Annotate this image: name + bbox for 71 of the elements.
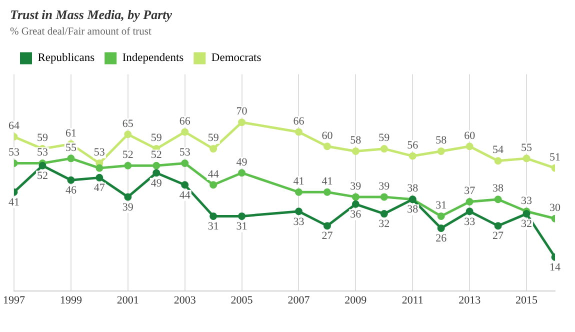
x-tick-label: 1997: [3, 294, 26, 306]
data-label: 58: [350, 134, 362, 147]
chart-subtitle: % Great deal/Fair amount of trust: [10, 26, 152, 38]
data-label: 51: [550, 151, 560, 164]
data-label: 61: [65, 127, 76, 140]
data-label: 52: [122, 149, 134, 162]
data-label: 27: [492, 230, 504, 242]
data-label: 59: [150, 132, 162, 144]
data-label: 33: [293, 216, 305, 228]
data-label: 32: [378, 218, 390, 230]
data-label: 70: [236, 106, 248, 118]
x-tick-label: 2011: [402, 294, 424, 306]
data-label: 38: [407, 182, 419, 195]
data-label: 56: [407, 139, 419, 152]
data-label: 58: [436, 134, 448, 147]
x-tick-label: 2005: [230, 294, 254, 306]
data-label: 37: [464, 185, 476, 198]
data-label: 53: [179, 146, 191, 159]
data-label: 39: [350, 180, 362, 192]
data-label: 47: [94, 182, 106, 194]
data-label: 55: [521, 142, 533, 154]
data-label: 14: [550, 261, 561, 274]
data-label: 64: [8, 120, 20, 132]
data-label: 36: [350, 208, 362, 221]
data-label: 33: [464, 216, 476, 228]
data-label: 31: [436, 200, 447, 212]
data-label: 38: [407, 204, 419, 216]
legend-label: Independents: [122, 52, 184, 64]
data-label: 33: [521, 194, 533, 207]
data-label: 26: [436, 232, 448, 245]
data-label: 60: [464, 130, 476, 142]
x-tick-label: 2001: [116, 294, 139, 306]
data-label: 41: [8, 196, 20, 209]
data-label: 66: [293, 115, 305, 128]
data-label: 46: [65, 184, 77, 196]
x-tick-label: 2003: [174, 294, 196, 306]
data-label: 53: [8, 146, 20, 159]
data-label: 59: [378, 132, 390, 144]
data-label: 55: [65, 142, 77, 154]
data-label: 27: [322, 230, 334, 242]
data-label: 54: [492, 144, 504, 156]
data-label: 30: [550, 202, 561, 214]
x-tick-label: 2015: [516, 294, 538, 306]
data-label: 49: [236, 156, 248, 168]
data-label: 41: [322, 176, 333, 188]
data-label: 41: [293, 176, 304, 188]
data-label: 60: [322, 130, 334, 142]
x-tick-label: 2013: [458, 294, 482, 306]
data-label: 65: [122, 118, 134, 130]
data-label: 59: [36, 132, 48, 144]
data-label: 31: [236, 220, 248, 233]
x-tick-label: 2007: [288, 294, 310, 306]
chart-title: Trust in Mass Media, by Party: [10, 7, 172, 22]
data-label: 38: [492, 182, 504, 195]
data-label: 32: [521, 218, 532, 230]
data-label: 53: [36, 146, 48, 159]
data-label: 39: [378, 180, 390, 192]
legend-label: Democrats: [211, 52, 262, 64]
data-label: 59: [208, 132, 220, 144]
data-label: 44: [179, 189, 191, 202]
data-label: 49: [150, 177, 162, 190]
x-tick-label: 1999: [60, 294, 82, 306]
data-label: 53: [94, 146, 106, 159]
legend-label: Republicans: [38, 52, 96, 64]
data-label: 44: [208, 168, 220, 180]
data-label: 52: [150, 149, 162, 162]
data-label: 52: [36, 170, 48, 182]
data-label: 31: [208, 220, 219, 233]
data-label: 39: [122, 201, 134, 214]
data-label: 66: [179, 115, 191, 128]
x-tick-label: 2009: [344, 294, 368, 306]
